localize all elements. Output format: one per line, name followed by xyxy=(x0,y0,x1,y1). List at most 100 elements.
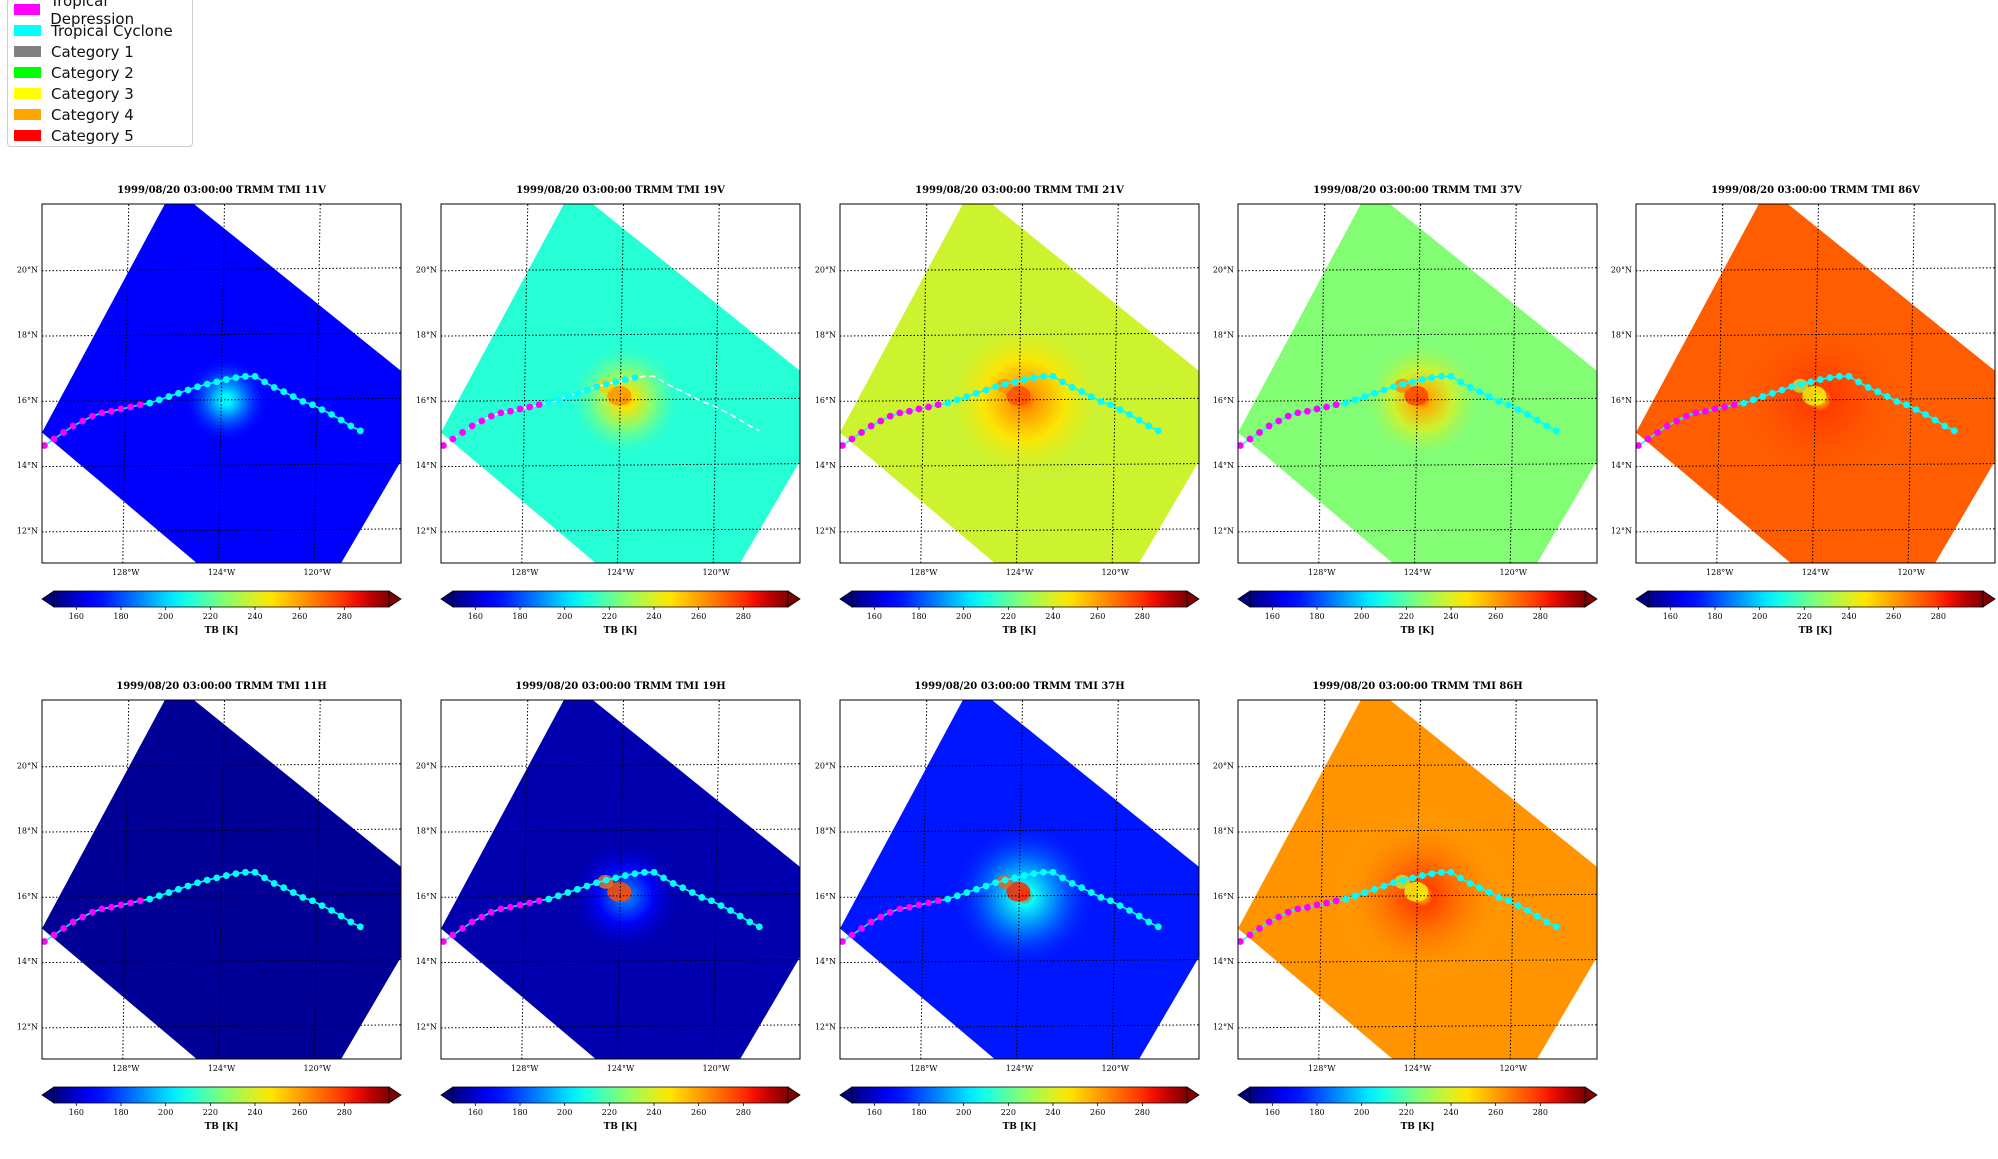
track-point xyxy=(1418,376,1426,383)
lat-tick-label: 20°N xyxy=(1611,265,1632,274)
meridian-line xyxy=(1812,204,1819,563)
track-point xyxy=(1845,372,1853,380)
track-point xyxy=(1816,376,1824,383)
parallel-line xyxy=(1238,763,1597,768)
track-point xyxy=(1238,442,1244,449)
lat-tick-label: 16°N xyxy=(1213,892,1234,901)
track-point xyxy=(270,880,278,887)
lat-tick-label: 12°N xyxy=(416,1022,437,1031)
track-point xyxy=(1154,427,1162,435)
track-point xyxy=(1692,409,1700,417)
track-point xyxy=(545,399,553,407)
lat-tick-label: 12°N xyxy=(815,526,836,535)
track-point xyxy=(1011,378,1019,386)
track-point xyxy=(925,403,932,411)
colorbar-tick-label: 240 xyxy=(1045,1108,1060,1117)
track-point xyxy=(1836,372,1843,380)
track-point xyxy=(915,405,923,413)
map-panel: 1999/08/20 03:00:00 TRMM TMI 37H 12°N 14°N… xyxy=(815,681,1200,1132)
lon-tick-label: 128°W xyxy=(910,1064,938,1073)
lat-tick-label: 12°N xyxy=(815,1022,836,1031)
track-point xyxy=(1418,872,1426,879)
map-panel: 1999/08/20 03:00:00 TRMM TMI 11H 12°N 14°N… xyxy=(17,681,402,1132)
track-point xyxy=(1644,435,1652,443)
track-point xyxy=(755,923,763,931)
legend-swatch xyxy=(14,25,41,36)
track-point xyxy=(1903,401,1910,409)
map-frame xyxy=(440,203,801,564)
colorbar-label: TB [K] xyxy=(205,626,239,636)
colorbar-tick-label: 220 xyxy=(1001,1108,1016,1117)
track-point xyxy=(1702,407,1709,415)
colorbar-tick-label: 200 xyxy=(956,612,971,621)
track-point xyxy=(1399,876,1407,884)
lat-tick-label: 20°N xyxy=(17,265,38,274)
colorbar-tick-label: 240 xyxy=(646,612,661,621)
colorbar-tick-label: 160 xyxy=(69,1108,84,1117)
colorbar-tick-label: 220 xyxy=(602,1108,617,1117)
track-point xyxy=(487,908,495,916)
parallel-line xyxy=(1636,463,1995,468)
legend-swatch xyxy=(14,67,41,78)
colorbar-label: TB [K] xyxy=(1003,1122,1037,1132)
track-point xyxy=(88,908,96,916)
colorbar-label: TB [K] xyxy=(1799,626,1833,636)
lon-tick-label: 128°W xyxy=(1308,568,1336,577)
track-point xyxy=(840,442,846,449)
storm-eyewall xyxy=(1006,881,1031,902)
track-point xyxy=(554,892,562,900)
legend-item: Category 1 xyxy=(14,41,134,62)
track-point xyxy=(1001,876,1009,884)
track-point xyxy=(232,374,240,382)
track-point xyxy=(146,399,154,407)
track-point xyxy=(717,902,725,910)
track-point xyxy=(953,892,961,900)
track-point xyxy=(746,918,754,926)
colorbar xyxy=(1647,590,1984,608)
track-point xyxy=(593,879,600,887)
track-point xyxy=(459,925,466,932)
legend-label: Category 4 xyxy=(51,105,134,124)
lat-tick-label: 12°N xyxy=(1611,526,1632,535)
legend-label: Category 1 xyxy=(51,42,134,61)
track-point xyxy=(1294,905,1302,913)
colorbar-tick-label: 280 xyxy=(1135,612,1150,621)
track-point xyxy=(1505,897,1512,905)
colorbar-tick-label: 160 xyxy=(468,612,483,621)
track-point xyxy=(1797,380,1805,388)
colorbar-tick-label: 180 xyxy=(911,612,926,621)
track-point xyxy=(1533,912,1541,920)
lat-tick-label: 14°N xyxy=(1213,957,1234,966)
track-point xyxy=(1673,417,1681,425)
track-point xyxy=(50,435,58,443)
track-point xyxy=(213,378,221,386)
colorbar-tick-label: 160 xyxy=(468,1108,483,1117)
track-point xyxy=(1342,399,1350,407)
track-point xyxy=(1351,892,1359,900)
track-point xyxy=(516,405,524,413)
track-point xyxy=(79,913,87,921)
colorbar-tick-label: 280 xyxy=(1533,612,1548,621)
track-point xyxy=(1087,393,1095,400)
parallel-line xyxy=(441,763,800,768)
map-frame xyxy=(1237,699,1598,1060)
meridian-line xyxy=(122,700,130,1059)
track-point xyxy=(1390,879,1397,887)
track-point xyxy=(982,882,990,890)
lon-tick-label: 124°W xyxy=(1802,568,1830,577)
track-point xyxy=(309,401,316,409)
track-point xyxy=(136,897,144,905)
track-point xyxy=(1922,411,1929,418)
colorbar-label: TB [K] xyxy=(1401,1122,1435,1132)
track-point xyxy=(1476,884,1484,892)
track-point xyxy=(963,889,971,896)
colorbar-extend-max xyxy=(1982,590,1996,608)
parallel-line xyxy=(840,267,1199,272)
colorbar-extend-max xyxy=(388,590,402,608)
legend-item: Category 3 xyxy=(14,83,134,104)
track-point xyxy=(1145,422,1153,430)
colorbar-extend-min xyxy=(440,1086,454,1104)
meridian-line xyxy=(1414,700,1421,1059)
track-point xyxy=(1361,393,1369,400)
